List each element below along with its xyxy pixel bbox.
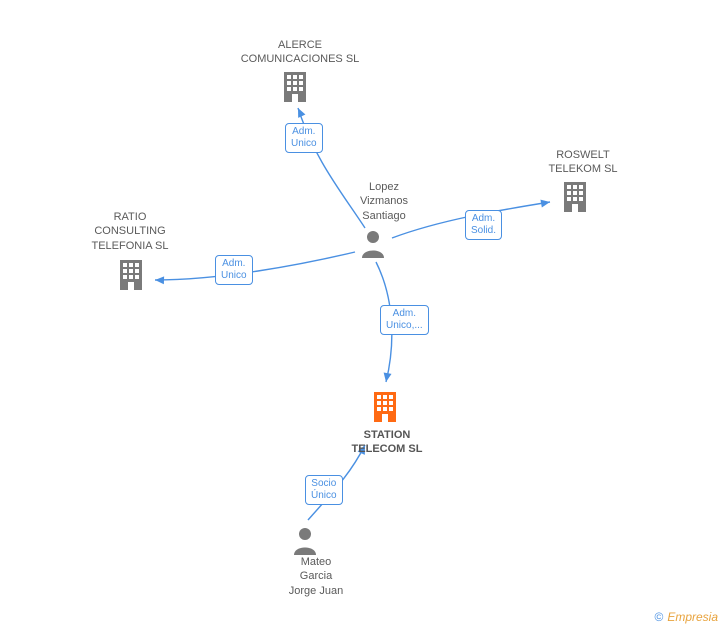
building-icon [114, 258, 148, 297]
node-label-mateo: Mateo Garcia Jorge Juan [280, 555, 352, 598]
node-label-ratio: RATIO CONSULTING TELEFONIA SL [85, 210, 175, 253]
edge-label: Socio Único [305, 475, 343, 505]
person-icon [358, 228, 388, 263]
edge-label: Adm. Unico [285, 123, 323, 153]
edge-label: Adm. Solid. [465, 210, 502, 240]
copyright: © Empresia [654, 610, 718, 624]
copyright-brand: Empresia [667, 610, 718, 624]
building-icon [278, 70, 312, 109]
edges-layer [0, 0, 728, 630]
copyright-symbol: © [654, 610, 663, 624]
node-label-lopez: Lopez Vizmanos Santiago [348, 180, 420, 223]
building-icon [368, 390, 402, 429]
edge-label: Adm. Unico [215, 255, 253, 285]
building-icon [558, 180, 592, 219]
node-label-roswelt: ROSWELT TELEKOM SL [538, 148, 628, 177]
node-label-station: STATION TELECOM SL [342, 428, 432, 457]
node-label-alerce: ALERCE COMUNICACIONES SL [230, 38, 370, 67]
edge-label: Adm. Unico,... [380, 305, 429, 335]
